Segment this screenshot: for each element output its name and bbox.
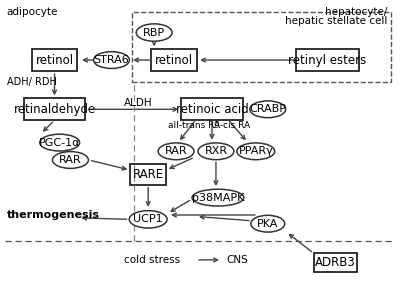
Text: thermogenesis: thermogenesis <box>7 210 100 220</box>
Text: ADRB3: ADRB3 <box>315 256 356 269</box>
Text: all-trans RA: all-trans RA <box>168 121 220 130</box>
Text: PKA: PKA <box>257 219 278 229</box>
Ellipse shape <box>251 215 285 232</box>
Text: UCP1: UCP1 <box>133 214 163 224</box>
Text: RBP: RBP <box>143 28 165 38</box>
Ellipse shape <box>136 24 172 41</box>
Text: 9-cis RA: 9-cis RA <box>214 121 250 130</box>
Ellipse shape <box>198 143 234 160</box>
FancyBboxPatch shape <box>151 49 197 71</box>
Ellipse shape <box>250 101 286 118</box>
FancyBboxPatch shape <box>24 98 85 120</box>
Text: CRABP: CRABP <box>249 104 286 114</box>
FancyBboxPatch shape <box>32 49 78 71</box>
Ellipse shape <box>192 189 244 206</box>
FancyBboxPatch shape <box>181 98 243 120</box>
Text: adipocyte: adipocyte <box>7 7 58 17</box>
Text: RXR: RXR <box>204 146 228 156</box>
FancyBboxPatch shape <box>314 253 358 272</box>
Text: retinol: retinol <box>36 54 74 67</box>
Text: RARE: RARE <box>133 168 164 181</box>
Ellipse shape <box>237 143 275 160</box>
Text: hepatocyte/: hepatocyte/ <box>325 7 387 17</box>
Text: STRA6: STRA6 <box>94 55 129 65</box>
Text: cold stress: cold stress <box>124 255 180 265</box>
Text: RAR: RAR <box>165 146 187 156</box>
Text: retinaldehyde: retinaldehyde <box>13 103 96 116</box>
Ellipse shape <box>129 211 167 228</box>
Text: p38MAPK: p38MAPK <box>192 193 244 203</box>
Text: hepatic stellate cell: hepatic stellate cell <box>285 16 387 26</box>
FancyBboxPatch shape <box>130 164 166 184</box>
FancyBboxPatch shape <box>296 49 360 71</box>
Text: retinyl esters: retinyl esters <box>288 54 367 67</box>
Ellipse shape <box>52 152 88 168</box>
Text: ADH/ RDH: ADH/ RDH <box>7 77 56 87</box>
Text: retinoic acid: retinoic acid <box>176 103 248 116</box>
Ellipse shape <box>94 52 130 68</box>
Text: PGC-1α: PGC-1α <box>39 138 80 148</box>
Text: retinol: retinol <box>155 54 193 67</box>
Text: RAR: RAR <box>59 155 82 165</box>
Ellipse shape <box>158 143 194 160</box>
Text: PPARγ: PPARγ <box>238 146 273 156</box>
Ellipse shape <box>40 134 80 151</box>
Text: CNS: CNS <box>226 255 248 265</box>
Text: ALDH: ALDH <box>124 98 153 108</box>
